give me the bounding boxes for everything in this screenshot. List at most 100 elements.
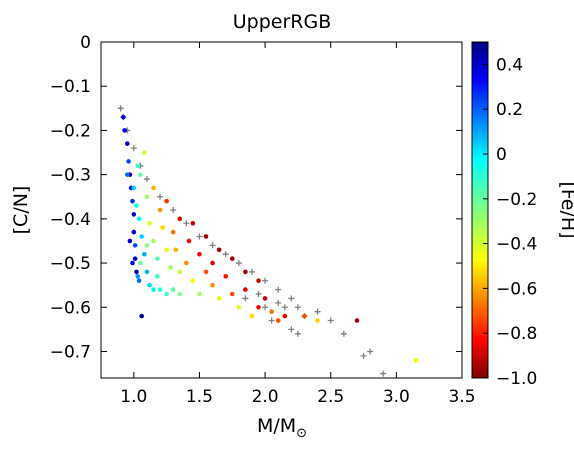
colorbar-axis: 0.4 0.2 0 −0.2 −0.4 −0.6 −0.8 −1.0 [483, 55, 537, 389]
data-point [190, 278, 196, 284]
data-point [170, 287, 176, 292]
y-tick-label: −0.4 [50, 210, 91, 230]
data-point [135, 274, 141, 279]
data-point [144, 243, 150, 248]
data-point [147, 282, 152, 288]
plus-point [183, 220, 190, 227]
data-point [131, 185, 137, 191]
data-point [354, 318, 360, 323]
y-tick-label: 0 [80, 33, 91, 53]
colorbar-tick-label: −0.8 [496, 324, 537, 344]
data-point [243, 287, 248, 292]
data-point [223, 274, 229, 279]
data-point [243, 269, 248, 275]
data-point [413, 358, 419, 363]
plus-point [288, 295, 295, 302]
colorbar-tick-label: 0.4 [496, 55, 523, 75]
data-point [126, 159, 131, 164]
colorbar-tick-label: −1.0 [496, 369, 537, 389]
y-tick-label: −0.3 [50, 166, 91, 186]
data-point [131, 212, 137, 217]
data-point [177, 269, 183, 275]
y-tick-label: −0.6 [50, 298, 91, 318]
data-point [147, 220, 152, 226]
x-axis: 1.0 1.5 2.0 2.5 3.0 3.5 [120, 42, 476, 407]
plus-point [262, 304, 269, 311]
y-tick-label: −0.2 [50, 121, 91, 141]
data-point [256, 278, 261, 284]
x-tick-label: 3.5 [448, 387, 475, 407]
data-point [160, 225, 165, 230]
x-axis-label-subscript: ⊙ [296, 426, 307, 441]
plus-point [380, 370, 387, 377]
data-point [139, 234, 144, 239]
data-point [164, 291, 169, 297]
data-point [155, 274, 160, 279]
data-point [134, 203, 139, 208]
data-point [197, 291, 202, 297]
x-tick-label: 1.5 [186, 387, 213, 407]
data-point [130, 260, 135, 266]
plot-area-frame [100, 41, 463, 379]
data-point [136, 216, 142, 222]
data-point [142, 150, 147, 155]
data-point [262, 296, 268, 301]
plus-point [340, 330, 347, 337]
data-point [135, 163, 141, 169]
data-point [203, 269, 209, 275]
x-tick-label: 2.5 [317, 387, 344, 407]
plus-point [327, 317, 334, 324]
chart-title: UpperRGB [233, 11, 332, 33]
data-point [164, 198, 169, 204]
data-point [131, 229, 137, 235]
data-point [138, 260, 143, 266]
data-point [151, 185, 156, 191]
data-point [121, 114, 126, 120]
colorbar-tick-label: 0.2 [496, 100, 523, 120]
data-point [177, 216, 183, 222]
data-point [134, 269, 139, 275]
data-point [173, 247, 179, 253]
y-tick-label: −0.7 [50, 342, 91, 362]
data-point [186, 238, 192, 244]
data-point [170, 229, 176, 235]
plus-point [281, 304, 288, 311]
data-point [210, 260, 215, 266]
data-point [229, 256, 235, 261]
data-point [157, 287, 163, 292]
data-point [144, 269, 150, 275]
data-point [229, 291, 235, 297]
plus-point [262, 277, 269, 284]
data-point [124, 141, 130, 146]
plus-point [275, 299, 282, 306]
y-tick-label: −0.1 [50, 77, 91, 97]
data-point [275, 318, 281, 323]
plus-point [275, 286, 282, 293]
data-point [302, 313, 307, 319]
colorbar-tick-label: 0 [496, 145, 507, 165]
plus-point [294, 330, 301, 337]
plus-point [143, 176, 150, 183]
plus-point [235, 260, 242, 267]
x-axis-label: M/M⊙ [257, 415, 307, 441]
data-point [144, 194, 150, 200]
y-tick-label: −0.5 [50, 254, 91, 274]
colorbar-tick-label: −0.6 [496, 279, 537, 299]
x-tick-label: 1.0 [120, 387, 147, 407]
data-point [124, 172, 130, 177]
data-point [184, 260, 189, 266]
colorbar-tick-label: −0.2 [496, 190, 537, 210]
colorbar-tick-label: −0.4 [496, 235, 537, 255]
data-point [132, 243, 138, 248]
colorbar-label: [Fe/H] [557, 181, 574, 238]
plus-point [117, 105, 124, 112]
plus-point [242, 295, 249, 302]
plus-point [294, 304, 301, 311]
data-point [210, 282, 215, 288]
data-point [203, 234, 209, 239]
data-point [190, 220, 196, 226]
plus-point [222, 251, 229, 258]
data-point [177, 291, 183, 297]
data-point [132, 256, 138, 261]
